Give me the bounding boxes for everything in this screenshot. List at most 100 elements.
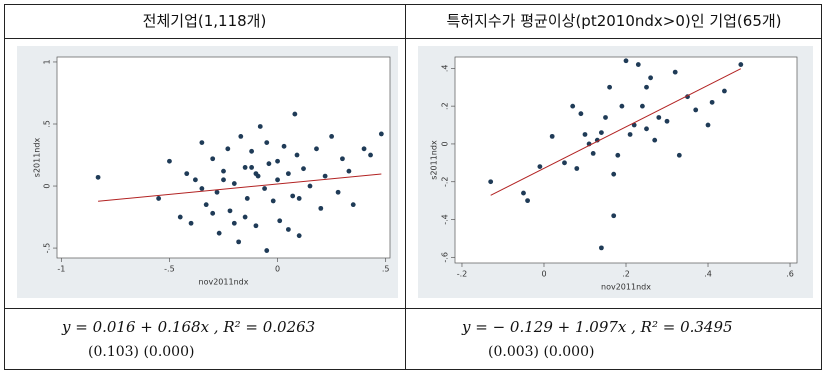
point (292, 111, 298, 117)
point (603, 115, 608, 120)
x-tick-label: .6 (786, 270, 794, 279)
point (574, 166, 580, 171)
point (664, 118, 670, 124)
point (635, 62, 641, 67)
point (594, 137, 600, 143)
y-tick-label: -.5 (43, 243, 52, 254)
point (318, 205, 324, 211)
point (249, 165, 255, 170)
point (203, 202, 209, 208)
point (231, 220, 237, 226)
y-tick-label: .5 (43, 120, 52, 128)
point (231, 181, 237, 186)
point (562, 160, 567, 166)
point (253, 223, 259, 229)
point (322, 173, 328, 179)
point (350, 202, 356, 208)
point (652, 137, 658, 143)
point (738, 62, 744, 67)
point (672, 69, 678, 75)
x-axis-label: nov2011ndx (199, 278, 249, 287)
point (177, 214, 183, 220)
x-tick-label: -1 (57, 265, 65, 274)
point (257, 124, 263, 129)
plot-area (454, 56, 798, 264)
point (644, 84, 649, 90)
point (167, 158, 172, 164)
fit-line (490, 68, 742, 196)
point (627, 132, 633, 137)
point (225, 146, 231, 152)
point (340, 156, 345, 162)
point (199, 186, 205, 191)
point (285, 227, 291, 232)
point (249, 148, 255, 154)
point (549, 133, 555, 139)
point (598, 130, 604, 135)
point (227, 208, 233, 214)
y-tick-label: 0 (43, 183, 52, 188)
point (676, 152, 682, 158)
fit-line (98, 173, 382, 202)
plot-area (56, 56, 391, 259)
x-tick-label: 0 (275, 265, 280, 274)
point (611, 213, 617, 219)
y-tick-label: -.2 (441, 176, 450, 187)
point (95, 174, 101, 180)
header: 특허지수가 평균이상(pt2010ndx>0)인 기업(65개) (446, 12, 782, 30)
x-axis-label: nov2011ndx (601, 283, 651, 292)
point (361, 146, 367, 152)
table-border (4, 4, 822, 370)
point (656, 115, 662, 120)
point (301, 166, 306, 172)
y-tick-label: -.4 (441, 214, 450, 225)
x-tick-label: .4 (704, 270, 712, 279)
point (648, 75, 654, 81)
point (266, 161, 272, 167)
y-tick-label: .4 (441, 65, 450, 73)
point (236, 239, 242, 245)
point (221, 177, 226, 183)
y-tick-label: 1 (43, 59, 52, 64)
point (378, 131, 384, 137)
point (329, 134, 335, 139)
point (296, 196, 302, 201)
point (192, 177, 198, 183)
point (238, 134, 244, 139)
point (262, 186, 267, 191)
point (346, 168, 352, 174)
point (277, 218, 283, 224)
point (611, 171, 617, 177)
equation: y = − 0.129 + 1.097x , R² = 0.3495 (462, 318, 733, 336)
point (570, 103, 576, 109)
point (270, 198, 276, 204)
point (314, 146, 319, 152)
point (590, 150, 596, 156)
point (640, 103, 645, 109)
point (264, 140, 270, 146)
x-tick-label: .2 (622, 270, 630, 279)
point (619, 103, 625, 109)
equation: y = 0.016 + 0.168x , R² = 0.0263 (62, 318, 316, 336)
point (275, 158, 280, 164)
x-tick-label: 0 (541, 270, 546, 279)
header: 전체기업(1,118개) (142, 12, 267, 30)
point (188, 220, 194, 226)
point (578, 111, 584, 117)
point (488, 179, 494, 185)
point (537, 164, 543, 170)
point (210, 156, 216, 162)
point (705, 122, 711, 128)
y-axis-label: s2011ndx (430, 140, 439, 180)
point (199, 140, 205, 146)
point (607, 84, 612, 90)
point (253, 171, 259, 177)
point (242, 214, 248, 220)
std-errors: (0.003) (0.000) (488, 344, 595, 360)
point (214, 189, 220, 195)
point (156, 196, 162, 201)
point (242, 165, 248, 170)
y-tick-label: -.6 (441, 252, 450, 263)
